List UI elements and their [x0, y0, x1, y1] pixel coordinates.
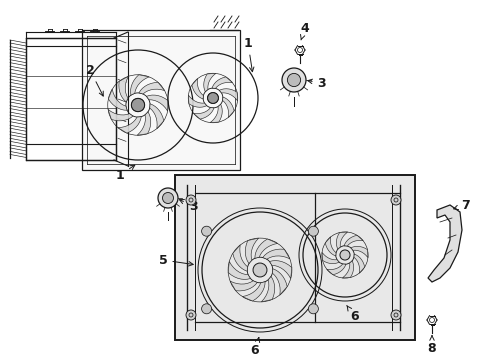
- Polygon shape: [203, 73, 215, 92]
- Circle shape: [207, 93, 218, 103]
- Circle shape: [201, 226, 211, 236]
- Polygon shape: [108, 89, 127, 110]
- Bar: [26, 38, 116, 160]
- Circle shape: [390, 195, 400, 205]
- Circle shape: [158, 188, 178, 208]
- Circle shape: [201, 304, 211, 314]
- Polygon shape: [269, 261, 291, 279]
- Polygon shape: [139, 82, 164, 94]
- Polygon shape: [350, 246, 367, 258]
- Circle shape: [339, 250, 349, 260]
- Polygon shape: [130, 75, 149, 95]
- Polygon shape: [427, 205, 461, 282]
- Circle shape: [282, 68, 305, 92]
- Polygon shape: [336, 232, 347, 249]
- Polygon shape: [119, 76, 128, 102]
- Polygon shape: [230, 281, 257, 291]
- Polygon shape: [146, 95, 167, 111]
- Circle shape: [185, 195, 196, 205]
- Polygon shape: [219, 89, 237, 101]
- Circle shape: [207, 93, 218, 103]
- Text: 5: 5: [158, 253, 193, 266]
- Text: 1: 1: [115, 165, 135, 181]
- Polygon shape: [149, 104, 163, 129]
- Polygon shape: [232, 245, 247, 271]
- Circle shape: [131, 98, 144, 112]
- Polygon shape: [137, 112, 150, 135]
- Circle shape: [390, 310, 400, 320]
- Circle shape: [252, 263, 266, 277]
- Circle shape: [308, 304, 318, 314]
- Polygon shape: [272, 269, 286, 295]
- Polygon shape: [326, 264, 345, 275]
- Polygon shape: [188, 95, 206, 107]
- Circle shape: [185, 310, 196, 320]
- Polygon shape: [353, 254, 364, 273]
- Polygon shape: [342, 261, 353, 278]
- Polygon shape: [325, 237, 335, 256]
- Polygon shape: [222, 97, 234, 117]
- Polygon shape: [245, 238, 258, 264]
- Polygon shape: [262, 249, 289, 259]
- Text: 8: 8: [427, 336, 435, 355]
- Polygon shape: [212, 77, 232, 89]
- Text: 7: 7: [453, 198, 469, 212]
- Polygon shape: [322, 252, 339, 264]
- Polygon shape: [210, 104, 222, 123]
- Polygon shape: [261, 276, 274, 302]
- Text: 6: 6: [346, 305, 359, 324]
- Text: 3: 3: [179, 199, 197, 212]
- Text: 3: 3: [307, 77, 325, 90]
- Text: 2: 2: [85, 63, 103, 96]
- Circle shape: [287, 73, 300, 87]
- Text: 6: 6: [250, 338, 259, 356]
- Bar: [82, 30, 240, 170]
- Polygon shape: [344, 235, 363, 246]
- Text: 4: 4: [300, 22, 309, 40]
- Circle shape: [131, 98, 144, 112]
- Circle shape: [308, 226, 318, 236]
- Polygon shape: [191, 78, 203, 99]
- Polygon shape: [118, 117, 141, 133]
- Bar: [175, 175, 414, 340]
- Circle shape: [162, 193, 173, 203]
- Polygon shape: [242, 282, 264, 301]
- Polygon shape: [193, 108, 214, 119]
- Polygon shape: [228, 261, 250, 279]
- Polygon shape: [254, 239, 277, 258]
- Polygon shape: [108, 109, 133, 121]
- Text: 1: 1: [243, 36, 253, 72]
